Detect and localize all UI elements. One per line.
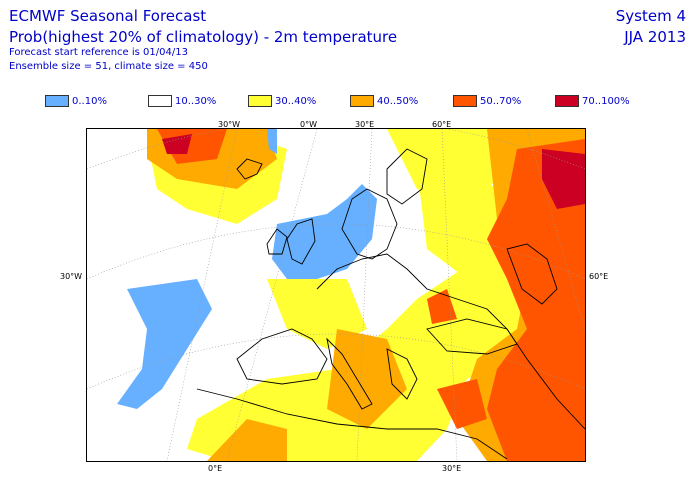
legend-item: 50..70% bbox=[453, 95, 521, 107]
lon-label-bottom-0e: 0°E bbox=[208, 464, 223, 473]
legend-item: 10..30% bbox=[148, 95, 216, 107]
legend-label: 30..40% bbox=[275, 95, 317, 107]
coastlines bbox=[196, 148, 585, 460]
legend-item: 40..50% bbox=[350, 95, 418, 107]
legend-item: 70..100% bbox=[555, 95, 630, 107]
forecast-start-text: Forecast start reference is 01/04/13 bbox=[9, 47, 188, 58]
legend-item: 0..10% bbox=[45, 95, 107, 107]
legend-label: 70..100% bbox=[582, 95, 630, 107]
lon-label-30w: 30°W bbox=[218, 120, 241, 129]
ensemble-size-text: Ensemble size = 51, climate size = 450 bbox=[9, 61, 208, 72]
lon-label-0w: 0°W bbox=[300, 120, 317, 129]
probability-map bbox=[86, 128, 586, 462]
lon-label-bottom-30e: 30°E bbox=[442, 464, 462, 473]
legend-swatch bbox=[248, 95, 272, 107]
legend-swatch bbox=[350, 95, 374, 107]
lon-label-60e: 60°E bbox=[432, 120, 452, 129]
zone-70-100 bbox=[162, 134, 585, 209]
legend-swatch bbox=[148, 95, 172, 107]
legend-label: 50..70% bbox=[480, 95, 522, 107]
forecast-title: ECMWF Seasonal Forecast bbox=[9, 7, 207, 25]
legend-label: 40..50% bbox=[377, 95, 419, 107]
legend-item: 30..40% bbox=[248, 95, 316, 107]
legend-swatch bbox=[555, 95, 579, 107]
legend-swatch bbox=[453, 95, 477, 107]
legend-label: 10..30% bbox=[175, 95, 217, 107]
system-label: System 4 bbox=[615, 7, 686, 25]
lat-label-right: 60°E bbox=[589, 272, 609, 281]
season-label: JJA 2013 bbox=[624, 28, 686, 46]
forecast-subtitle: Prob(highest 20% of climatology) - 2m te… bbox=[9, 28, 398, 46]
lon-label-30e: 30°E bbox=[355, 120, 375, 129]
legend-swatch bbox=[45, 95, 69, 107]
legend-label: 0..10% bbox=[72, 95, 107, 107]
lat-label-left: 30°W bbox=[60, 272, 83, 281]
map-canvas bbox=[87, 129, 585, 461]
zone-0-10 bbox=[117, 129, 377, 409]
